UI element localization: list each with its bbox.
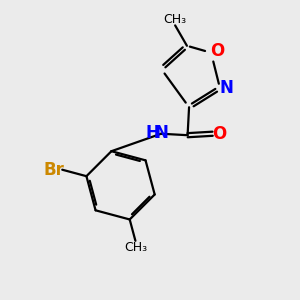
Text: O: O — [212, 125, 226, 143]
Text: CH₃: CH₃ — [124, 241, 147, 254]
Text: CH₃: CH₃ — [164, 13, 187, 26]
Text: Br: Br — [44, 161, 64, 179]
Text: H: H — [146, 124, 160, 142]
Text: N: N — [154, 124, 168, 142]
Text: O: O — [210, 42, 225, 60]
Text: N: N — [219, 79, 233, 97]
